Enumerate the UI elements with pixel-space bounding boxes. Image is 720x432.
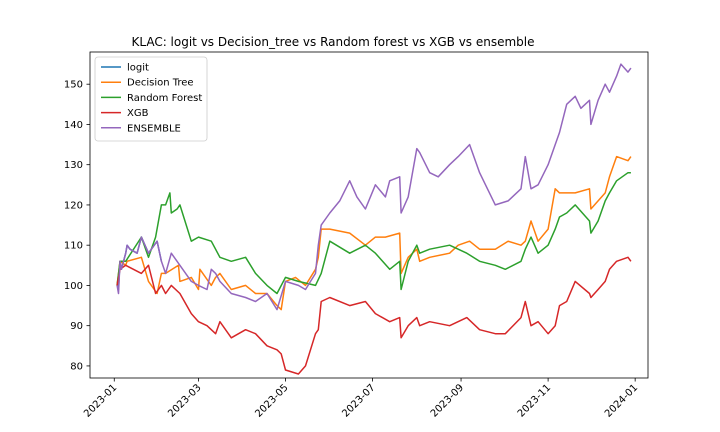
x-tick-label: 2023-07 xyxy=(340,382,377,419)
y-tick-label: 120 xyxy=(64,200,83,211)
y-tick-label: 110 xyxy=(64,241,83,252)
x-tick-label: 2023-11 xyxy=(516,382,553,419)
x-tick-label: 2023-05 xyxy=(253,382,290,419)
series-layer xyxy=(116,63,632,375)
y-tick-label: 80 xyxy=(70,361,83,372)
plot-frame xyxy=(89,51,649,379)
y-tick-label: 150 xyxy=(64,80,83,91)
legend-frame xyxy=(94,56,208,142)
y-tick-label: 140 xyxy=(64,120,83,131)
y-tick-label: 100 xyxy=(64,281,83,292)
y-tick-label: 90 xyxy=(70,321,83,332)
x-tick-label: 2023-03 xyxy=(166,382,203,419)
series-line-3 xyxy=(116,256,632,375)
x-tick-label: 2024-01 xyxy=(603,382,640,419)
legend-label: XGB xyxy=(127,108,149,119)
legend-label: Random Forest xyxy=(127,93,202,104)
series-line-1 xyxy=(116,155,632,311)
y-tick-label: 130 xyxy=(64,160,83,171)
x-tick-label: 2023-01 xyxy=(82,382,119,419)
chart-title: KLAC: logit vs Decision_tree vs Random f… xyxy=(131,35,534,49)
legend: logit Decision Tree Random Forest XGB ENSEMB… xyxy=(94,56,208,142)
x-tick-label: 2023-09 xyxy=(429,382,466,419)
legend-label: Decision Tree xyxy=(127,78,194,89)
legend-label: ENSEMBLE xyxy=(127,123,181,134)
series-line-4 xyxy=(116,63,632,311)
series-line-2 xyxy=(116,171,631,295)
legend-label: logit xyxy=(127,63,149,74)
